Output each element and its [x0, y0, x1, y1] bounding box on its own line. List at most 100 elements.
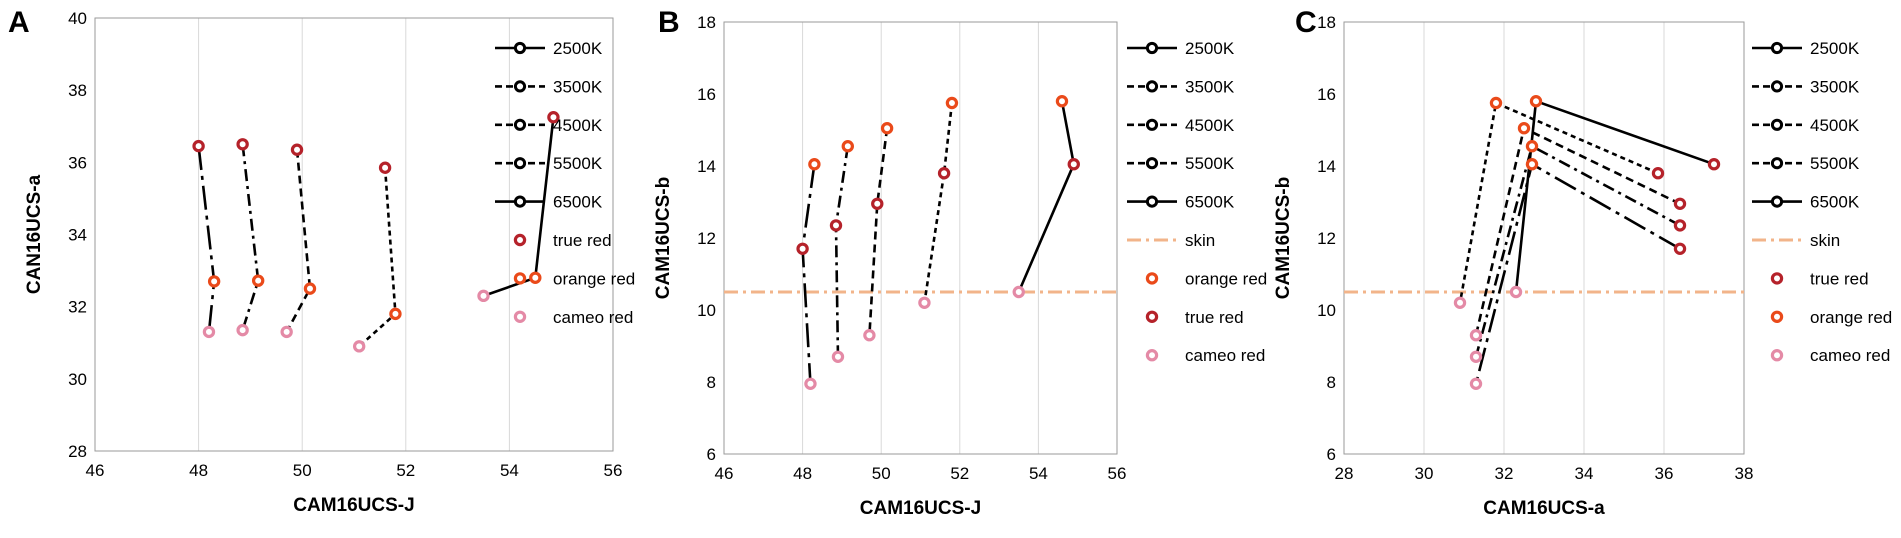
y-tick-label: 28: [68, 442, 87, 461]
data-point: [1529, 94, 1543, 108]
legend-swatch-marker: [513, 157, 527, 170]
legend-label: 2500K: [1810, 39, 1860, 58]
legend-swatch-marker: [513, 310, 527, 323]
data-point: [352, 340, 366, 353]
y-tick-label: 12: [697, 229, 716, 248]
x-tick-label: 48: [189, 461, 208, 480]
x-tick-label: 36: [1655, 464, 1674, 483]
plot-frame: [723, 21, 1118, 455]
data-point: [378, 161, 392, 174]
y-tick-label: 38: [68, 81, 87, 100]
series-line: [1474, 162, 1681, 385]
legend-label: 2500K: [553, 39, 603, 58]
y-tick-label: 14: [697, 157, 716, 176]
x-tick-label: 56: [604, 461, 623, 480]
data-point: [236, 323, 249, 337]
panel-c: C 28 30 32 34 36 38 6 8 10 12 14 16 18 CAM16UCS-a CAM16…: [1273, 6, 1892, 519]
data-point: [1707, 157, 1721, 171]
legend-swatch-marker: [1770, 157, 1784, 170]
series-line: [834, 146, 850, 357]
data-point: [1469, 350, 1483, 363]
y-tick-label: 18: [1317, 13, 1336, 32]
data-point: [1651, 166, 1665, 180]
data-point: [796, 242, 809, 255]
data-point: [871, 197, 884, 210]
data-point: [251, 274, 265, 287]
legend-swatch-marker: [1145, 157, 1159, 170]
series-line: [1017, 100, 1076, 293]
data-point: [841, 139, 854, 153]
legend-swatch-marker: [1770, 272, 1784, 285]
legend-swatch-marker: [1145, 310, 1159, 323]
series-line: [1514, 99, 1715, 293]
data-point: [1469, 329, 1483, 342]
data-point: [1509, 285, 1523, 299]
data-point: [1673, 197, 1687, 210]
legend-label: 2500K: [1185, 39, 1235, 58]
series-line: [197, 145, 216, 333]
legend-swatch-marker: [513, 41, 527, 55]
legend-label: 5500K: [1810, 154, 1860, 173]
x-tick-label: 48: [793, 464, 812, 483]
x-axis-title: CAM16UCS-a: [1483, 498, 1605, 519]
y-tick-label: 12: [1317, 229, 1336, 248]
x-tick-label: 46: [715, 464, 734, 483]
panel-letter: A: [8, 6, 30, 39]
legend-label: 5500K: [1185, 154, 1235, 173]
panel-a: A 46 48 50 52 54 56 28 30 32 34 36 38 40 CAM16UCS-J CAN…: [8, 6, 635, 516]
legend-label: 4500K: [1810, 116, 1860, 135]
data-point: [831, 350, 845, 363]
series-line: [801, 164, 816, 384]
data-point: [529, 271, 542, 284]
y-tick-label: 14: [1317, 157, 1336, 176]
legend-label: cameo red: [553, 308, 633, 327]
data-point: [207, 275, 221, 288]
data-point: [918, 296, 931, 309]
x-tick-label: 52: [950, 464, 969, 483]
legend-swatch-marker: [1145, 118, 1159, 131]
data-point: [236, 138, 249, 151]
data-point: [945, 96, 959, 110]
legend-swatch-marker: [513, 272, 527, 285]
series-line: [241, 144, 260, 331]
data-point: [547, 111, 560, 124]
data-point: [202, 325, 216, 339]
y-tick-label: 8: [707, 373, 716, 392]
x-tick-label: 38: [1735, 464, 1754, 483]
series-line: [868, 128, 889, 336]
legend-label: true red: [1185, 308, 1244, 327]
legend-label: 6500K: [1185, 193, 1235, 212]
legend-swatch-marker: [1145, 80, 1159, 93]
legend-swatch-marker: [1770, 80, 1784, 93]
panel-letter: B: [658, 6, 680, 39]
data-point: [303, 282, 317, 295]
legend-swatch-marker: [513, 118, 527, 131]
legend-swatch-marker: [1770, 41, 1784, 55]
y-tick-label: 18: [697, 13, 716, 32]
series-line: [1474, 126, 1681, 336]
legend-swatch-marker: [1145, 41, 1159, 55]
plot-frame: [94, 17, 614, 452]
legend-label: 6500K: [553, 193, 603, 212]
data-point: [1489, 96, 1503, 110]
data-point: [1525, 157, 1539, 171]
data-point: [1673, 242, 1687, 255]
legend-label: orange red: [553, 269, 635, 288]
series-line: [358, 167, 397, 348]
y-tick-label: 36: [68, 153, 87, 172]
series-line: [923, 102, 954, 303]
data-point: [1517, 121, 1531, 135]
data-point: [1012, 285, 1025, 299]
y-tick-label: 10: [697, 301, 716, 320]
data-point: [880, 121, 894, 135]
legend-swatch-marker: [1770, 310, 1784, 323]
legend-label: orange red: [1810, 308, 1892, 327]
data-point: [290, 143, 304, 156]
legend-swatch-marker: [1770, 195, 1784, 208]
plot-frame: [1343, 21, 1745, 455]
x-tick-label: 28: [1335, 464, 1354, 483]
legend-label: 5500K: [553, 154, 603, 173]
y-tick-label: 6: [1327, 445, 1336, 464]
data-point: [863, 329, 876, 342]
panel-b: B 46 48 50 52 54 56 6 8 10 12 14 16 18 CAM16UCS-J CAM16…: [653, 6, 1267, 519]
